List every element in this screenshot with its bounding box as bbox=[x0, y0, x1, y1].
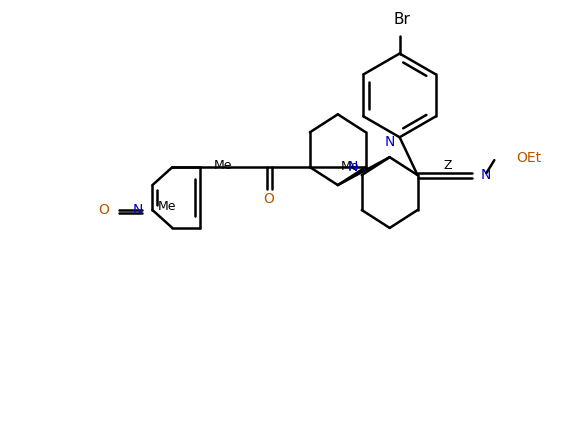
Text: O: O bbox=[99, 203, 110, 217]
Text: Me: Me bbox=[341, 160, 359, 173]
Text: N: N bbox=[133, 203, 144, 217]
Text: N: N bbox=[347, 160, 358, 174]
Text: Br: Br bbox=[393, 11, 410, 27]
Text: N: N bbox=[385, 135, 395, 149]
Text: Me: Me bbox=[214, 159, 233, 172]
Text: O: O bbox=[263, 192, 274, 206]
Text: OEt: OEt bbox=[516, 151, 542, 165]
Text: Z: Z bbox=[444, 159, 452, 172]
Text: Me: Me bbox=[158, 200, 176, 213]
Text: N: N bbox=[480, 168, 490, 182]
